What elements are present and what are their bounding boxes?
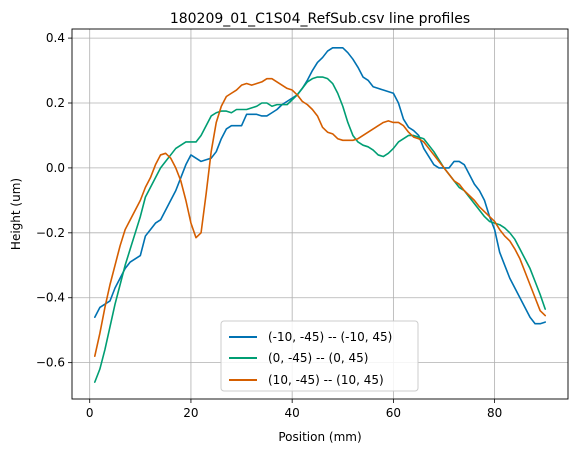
y-axis: −0.6 −0.4 −0.2 0.0 0.2 0.4 xyxy=(36,31,72,370)
y-tick-label: 0.4 xyxy=(46,31,65,45)
series-line-3 xyxy=(93,77,547,357)
x-tick-label: 60 xyxy=(386,406,401,420)
legend-box xyxy=(220,320,419,392)
legend: (-10, -45) -- (-10, 45) (0, -45) -- (0, … xyxy=(220,320,419,392)
plot-frame xyxy=(71,28,569,400)
series-line-1 xyxy=(93,47,547,325)
chart-title: 180209_01_C1S04_RefSub.csv line profiles xyxy=(170,11,470,27)
series-line-2 xyxy=(93,76,547,383)
legend-label-3: (10, -45) -- (10, 45) xyxy=(268,373,384,387)
x-axis-label: Position (mm) xyxy=(278,430,361,444)
x-axis: 0 20 40 60 80 xyxy=(86,399,502,420)
legend-label-2: (0, -45) -- (0, 45) xyxy=(268,351,368,365)
y-tick-label: 0.2 xyxy=(46,96,65,110)
x-tick-label: 80 xyxy=(487,406,502,420)
y-axis-label: Height (um) xyxy=(9,178,23,250)
plot-series xyxy=(93,47,547,383)
legend-label-1: (-10, -45) -- (-10, 45) xyxy=(268,330,392,344)
y-tick-label: −0.2 xyxy=(36,226,65,240)
x-tick-label: 20 xyxy=(183,406,198,420)
x-tick-label: 0 xyxy=(86,406,94,420)
x-tick-label: 40 xyxy=(285,406,300,420)
y-tick-label: −0.6 xyxy=(36,356,65,370)
y-tick-label: 0.0 xyxy=(46,161,65,175)
y-tick-label: −0.4 xyxy=(36,291,65,305)
